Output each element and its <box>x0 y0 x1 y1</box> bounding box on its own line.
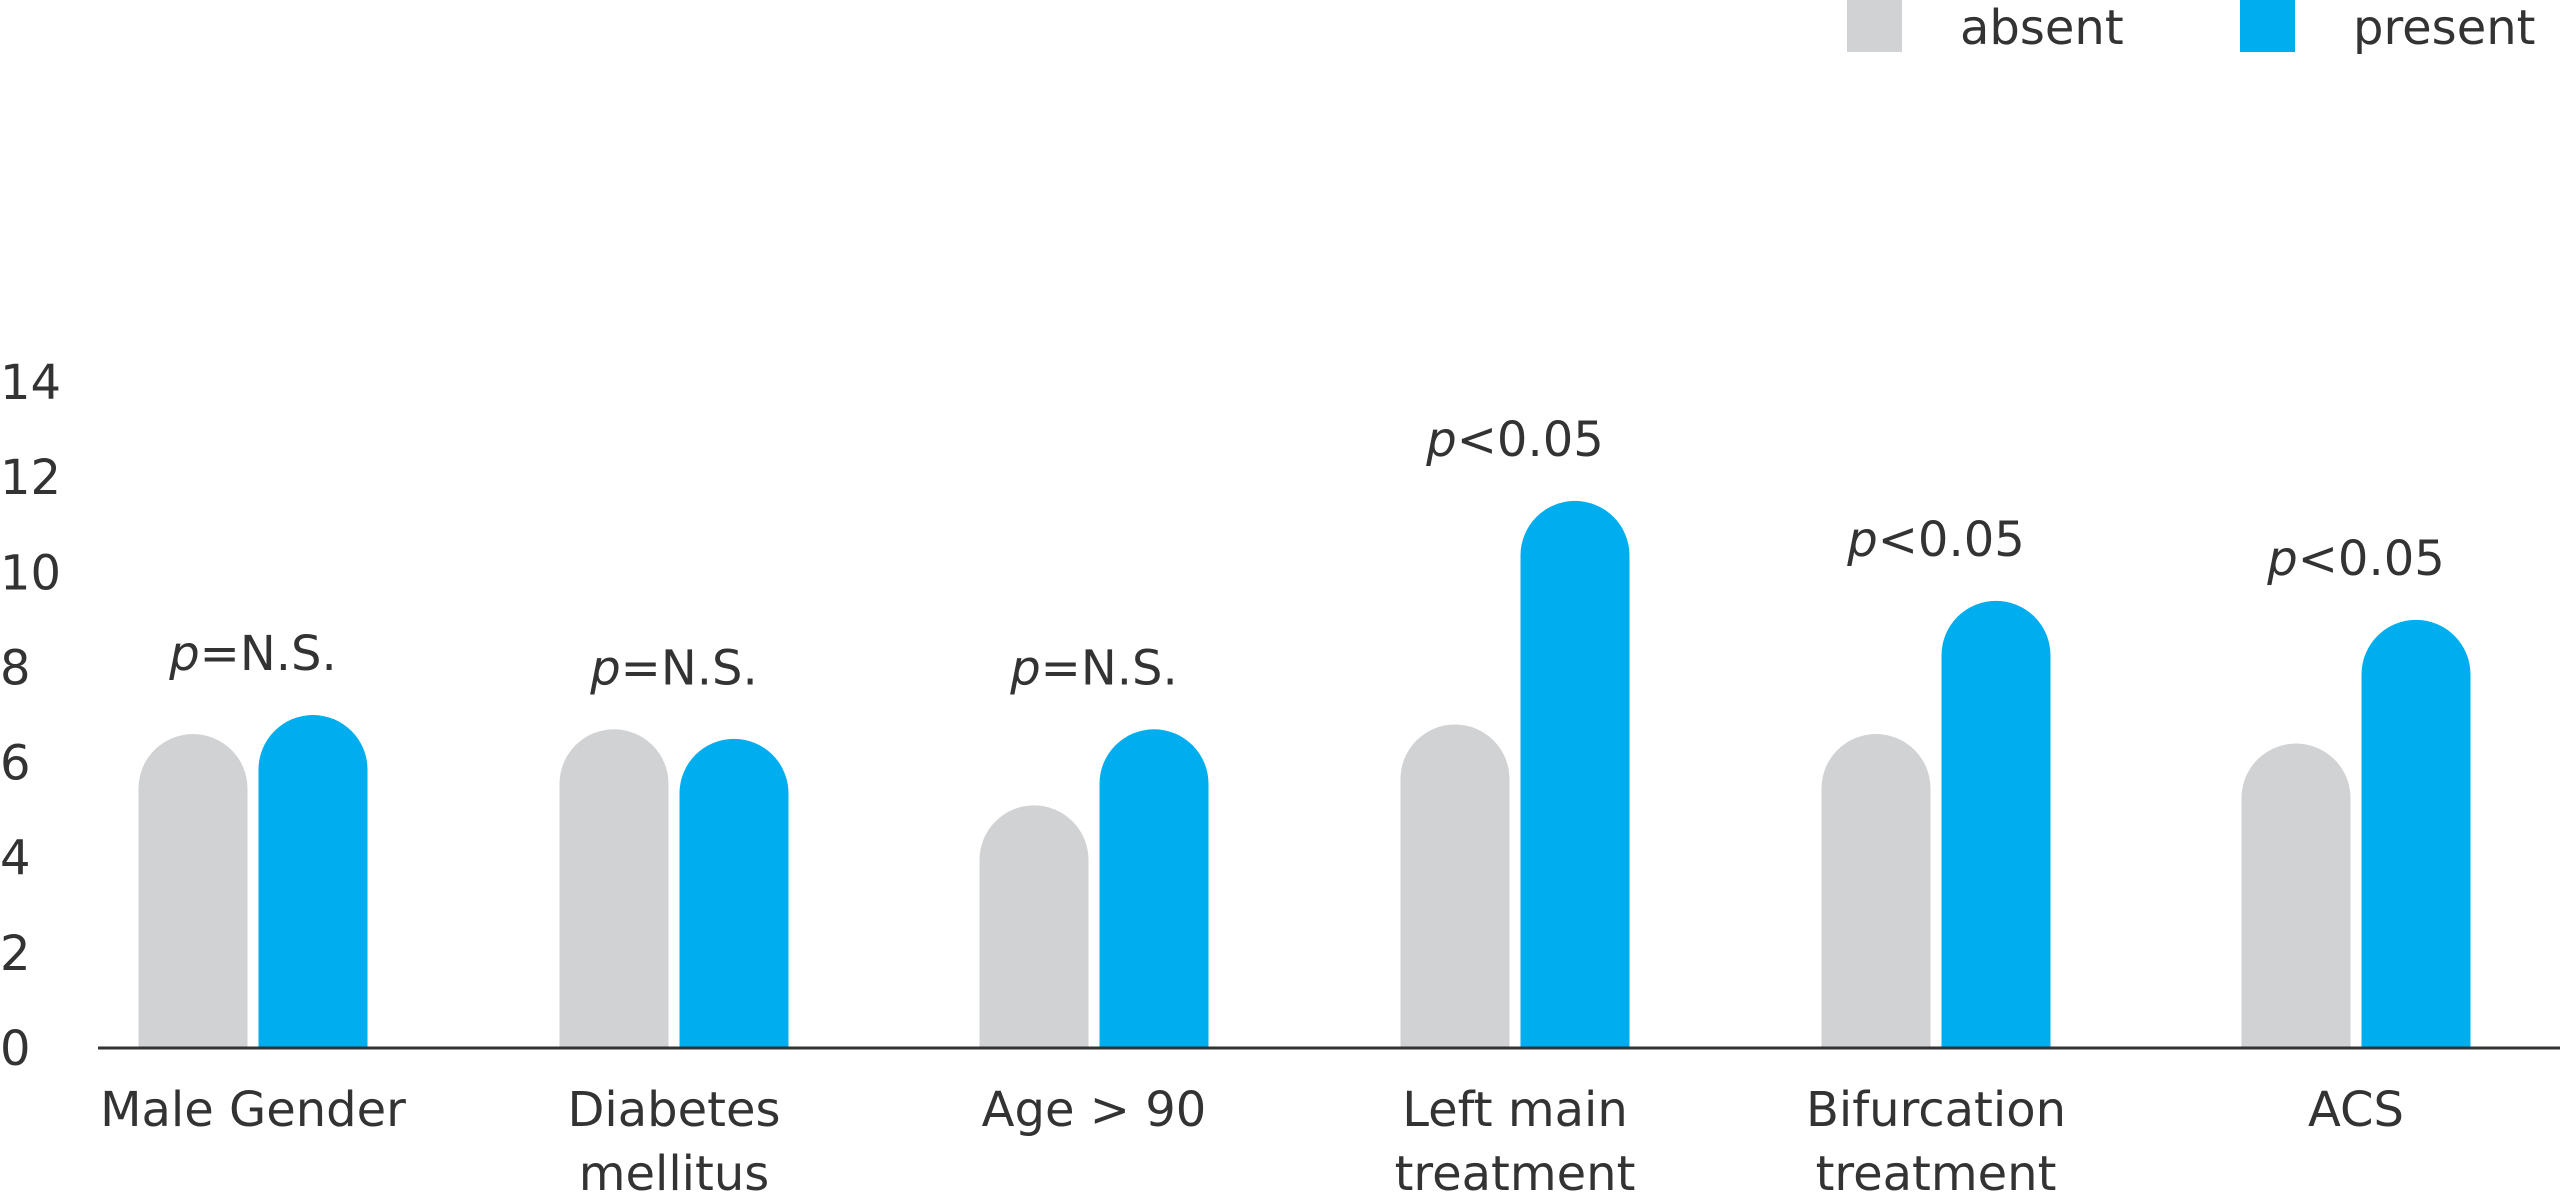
annotation-text: <0.05 <box>2298 531 2445 587</box>
annotation: p=N.S. <box>1009 640 1178 696</box>
annotation-italic: p <box>589 640 620 696</box>
annotation: p=N.S. <box>589 640 758 696</box>
annotation-text: <0.05 <box>1878 512 2025 568</box>
annotation: p<0.05 <box>2266 531 2445 587</box>
bar <box>138 734 248 1048</box>
x-tick-label: ACS <box>2308 1082 2404 1138</box>
bar <box>1821 734 1931 1048</box>
annotation-italic: p <box>1425 412 1456 468</box>
annotation: p<0.05 <box>1846 512 2025 568</box>
bar <box>679 738 789 1048</box>
annotation-italic: p <box>1846 512 1877 568</box>
y-tick-label: 2 <box>0 926 31 982</box>
bar <box>979 805 1089 1048</box>
bar <box>2361 619 2471 1048</box>
x-tick-label: Diabetes <box>567 1082 780 1138</box>
bar <box>2241 743 2351 1048</box>
y-tick-label: 12 <box>0 450 61 506</box>
annotation-italic: p <box>2266 531 2297 587</box>
x-tick-label: mellitus <box>579 1146 770 1202</box>
x-tick-label: Age > 90 <box>982 1082 1207 1138</box>
annotation: p<0.05 <box>1425 412 1604 468</box>
bar <box>559 729 669 1048</box>
legend-swatch <box>1847 0 1902 52</box>
x-tick-label: Male Gender <box>100 1082 406 1138</box>
y-tick-label: 14 <box>0 355 61 411</box>
annotation-text: =N.S. <box>621 640 758 696</box>
bar <box>1941 600 2051 1048</box>
y-tick-label: 4 <box>0 831 31 887</box>
bar <box>258 715 368 1048</box>
annotation-italic: p <box>1009 640 1040 696</box>
y-tick-label: 8 <box>0 640 31 696</box>
annotation: p=N.S. <box>168 626 337 682</box>
legend-label: present <box>2353 0 2535 56</box>
bar <box>1400 724 1510 1048</box>
y-tick-label: 6 <box>0 736 31 792</box>
x-tick-label: Left main <box>1402 1082 1628 1138</box>
bar <box>1099 729 1209 1048</box>
y-tick-label: 10 <box>0 545 61 601</box>
annotation-italic: p <box>168 626 199 682</box>
annotation-text: <0.05 <box>1457 412 1604 468</box>
x-tick-label: treatment <box>1816 1146 2057 1202</box>
annotation-text: =N.S. <box>200 626 337 682</box>
annotation-text: =N.S. <box>1041 640 1178 696</box>
y-tick-label: 0 <box>0 1021 31 1077</box>
bar <box>1520 500 1630 1048</box>
legend-label: absent <box>1960 0 2124 56</box>
x-tick-label: treatment <box>1395 1146 1636 1202</box>
x-tick-label: Bifurcation <box>1806 1082 2066 1138</box>
legend-swatch <box>2240 0 2295 52</box>
